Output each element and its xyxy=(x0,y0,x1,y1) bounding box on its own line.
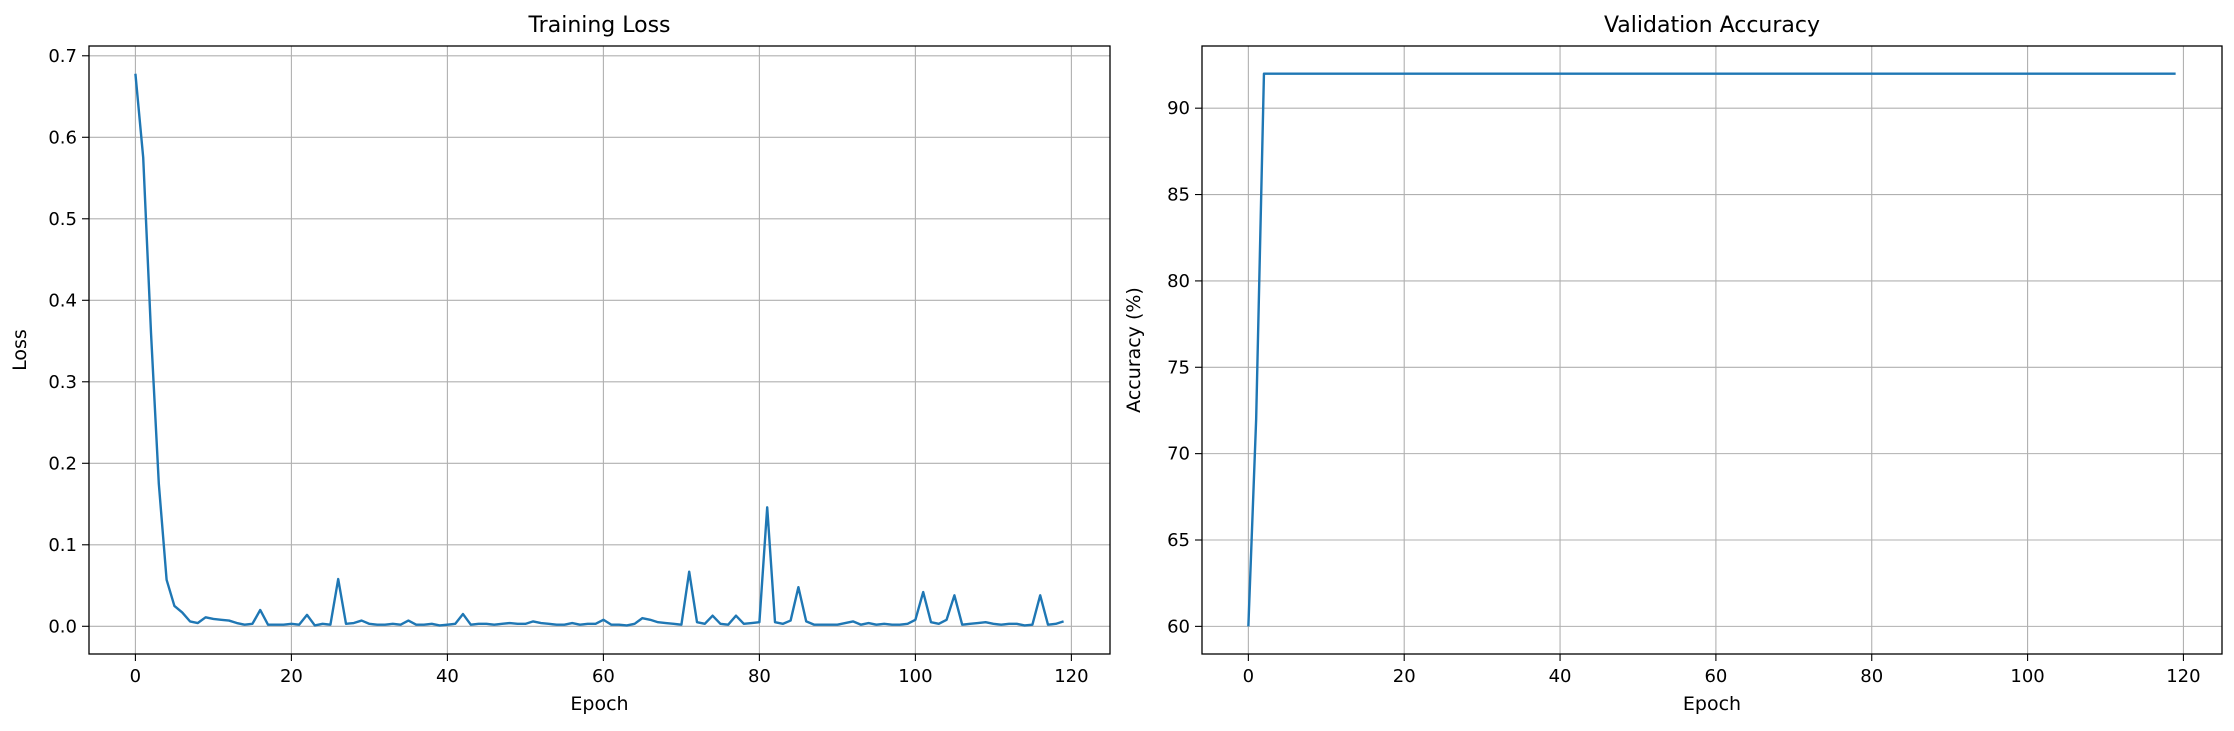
y-axis-label: Accuracy (%) xyxy=(1123,287,1145,413)
training-loss-chart: 0 20 40 60 80 100 120 0.0 0.1 0.2 0.3 0.4 0.5 0.6 0.7 T… xyxy=(9,13,1111,715)
axes-frame xyxy=(88,45,1111,655)
x-tick-label: 80 xyxy=(748,666,771,687)
x-tick-label: 60 xyxy=(592,666,615,687)
y-tick-label: 0.5 xyxy=(48,209,77,230)
y-axis-label: Loss xyxy=(9,329,31,371)
series-line xyxy=(134,73,1064,627)
x-tick-label: 40 xyxy=(436,666,459,687)
x-tick-label: 120 xyxy=(1054,666,1088,687)
x-tick-label: 20 xyxy=(280,666,303,687)
x-tick-label: 40 xyxy=(1549,666,1572,687)
y-tick-label: 75 xyxy=(1167,357,1190,378)
y-tick-label: 0.3 xyxy=(48,372,77,393)
y-tick-label: 0.7 xyxy=(48,46,77,67)
x-axis-label: Epoch xyxy=(1683,693,1741,715)
x-tick-label: 20 xyxy=(1393,666,1416,687)
x-tick-label: 120 xyxy=(2166,666,2200,687)
chart-title: Training Loss xyxy=(527,13,670,38)
y-tick-label: 0.6 xyxy=(48,127,77,148)
y-tick-label: 90 xyxy=(1167,98,1190,119)
y-tick-label: 60 xyxy=(1167,616,1190,637)
x-tick-label: 0 xyxy=(1243,666,1254,687)
y-tick-label: 85 xyxy=(1167,185,1190,206)
x-tick-label: 80 xyxy=(1860,666,1883,687)
x-tick-label: 0 xyxy=(130,666,141,687)
chart-title: Validation Accuracy xyxy=(1604,13,1820,38)
x-tick-label: 100 xyxy=(2010,666,2044,687)
y-tick-label: 80 xyxy=(1167,271,1190,292)
validation-accuracy-chart: 0 20 40 60 80 100 120 60 65 70 75 80 85 90 Validation … xyxy=(1123,13,2223,715)
x-axis-label: Epoch xyxy=(570,693,628,715)
y-tick-label: 0.4 xyxy=(48,290,77,311)
x-tick-label: 100 xyxy=(898,666,932,687)
axes-frame xyxy=(1201,45,2223,655)
y-tick-label: 0.0 xyxy=(48,616,77,637)
y-tick-label: 0.1 xyxy=(48,535,77,556)
series-line xyxy=(1247,72,2176,627)
y-tick-label: 65 xyxy=(1167,530,1190,551)
x-tick-label: 60 xyxy=(1704,666,1727,687)
y-tick-label: 0.2 xyxy=(48,453,77,474)
y-tick-label: 70 xyxy=(1167,444,1190,465)
